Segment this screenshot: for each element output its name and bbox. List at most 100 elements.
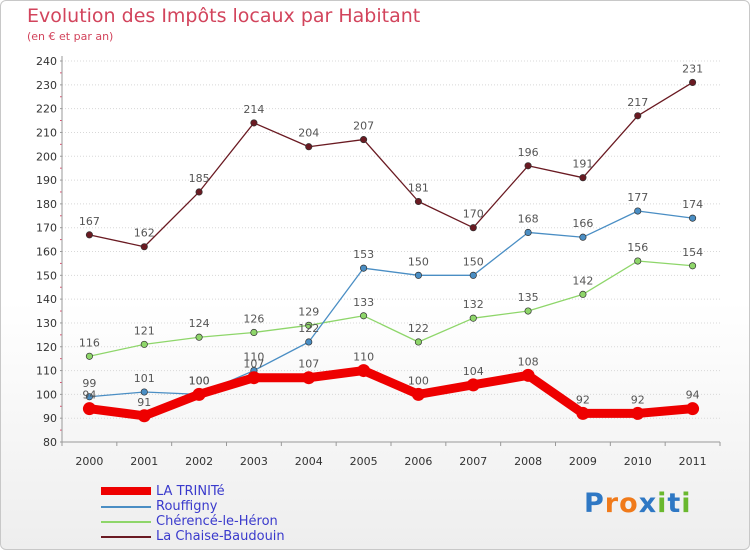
data-label: 207: [353, 120, 374, 133]
y-tick-label: 110: [36, 365, 57, 378]
data-label: 92: [576, 393, 590, 406]
y-tick-label: 130: [36, 317, 57, 330]
data-label: 99: [82, 377, 96, 390]
y-tick-label: 140: [36, 293, 57, 306]
data-label: 168: [518, 212, 539, 225]
legend-label: La Chaise-Baudouin: [156, 529, 285, 544]
data-point: [469, 314, 477, 322]
legend-item-la-chaise-baudouin: La Chaise-Baudouin: [101, 529, 361, 544]
data-point: [521, 368, 535, 382]
y-tick-label: 90: [43, 412, 57, 425]
legend-swatch: [101, 506, 151, 508]
data-label: 196: [518, 146, 539, 159]
logo-letter: o: [619, 488, 639, 519]
data-label: 129: [298, 305, 319, 318]
y-tick-label: 180: [36, 198, 57, 211]
data-point: [140, 340, 148, 348]
data-label: 177: [627, 191, 648, 204]
data-point: [579, 233, 587, 241]
data-label: 191: [572, 158, 593, 171]
data-point: [85, 231, 93, 239]
x-tick-label: 2004: [295, 455, 323, 468]
data-label: 100: [189, 374, 210, 387]
proxiti-logo: Proxiti: [584, 488, 692, 519]
data-point: [360, 312, 368, 320]
data-point: [360, 136, 368, 144]
data-point: [576, 406, 590, 420]
data-label: 107: [243, 358, 264, 371]
data-point: [305, 338, 313, 346]
data-labels: 167 162 185 214 204 207 181 170 196 191 217 231 116 1…: [79, 62, 703, 408]
y-tick-label: 190: [36, 174, 57, 187]
data-point: [140, 243, 148, 251]
data-label: 92: [631, 393, 645, 406]
legend-item-cherence-le-heron: Chérencé-le-Héron: [101, 514, 361, 529]
data-label: 162: [134, 227, 155, 240]
data-point: [524, 228, 532, 237]
y-tick-label: 240: [36, 55, 57, 68]
data-label: 126: [243, 312, 264, 325]
legend-swatch: [101, 536, 151, 538]
data-label: 133: [353, 296, 374, 309]
series-line: [88, 81, 694, 248]
data-point: [466, 378, 480, 392]
y-tick-label: 230: [36, 79, 57, 92]
chart-subtitle: (en € et par an): [27, 30, 114, 43]
data-point: [140, 388, 148, 396]
series-line: [84, 366, 698, 421]
data-point: [634, 207, 642, 215]
data-point: [195, 188, 203, 196]
data-label: 166: [572, 217, 593, 230]
x-tick-label: 2001: [130, 455, 158, 468]
data-point: [414, 338, 422, 346]
y-tick-label: 200: [36, 150, 57, 163]
data-point: [247, 371, 261, 385]
data-label: 156: [627, 241, 648, 254]
data-label: 110: [243, 351, 264, 364]
data-label: 174: [682, 198, 703, 211]
data-point: [250, 328, 258, 337]
data-point: [82, 402, 96, 416]
x-tick-label: 2011: [679, 455, 707, 468]
y-tick-label: 120: [36, 341, 57, 354]
legend-item-rouffigny: Rouffigny: [101, 499, 361, 514]
data-label: 94: [686, 389, 700, 402]
data-point: [631, 406, 645, 420]
data-label: 142: [572, 274, 593, 287]
data-point: [524, 307, 532, 315]
data-point: [414, 271, 422, 279]
data-label: 150: [463, 255, 484, 268]
data-label: 107: [298, 358, 319, 371]
chart-title: Evolution des Impôts locaux par Habitant: [27, 5, 421, 27]
x-tick-label: 2002: [185, 455, 213, 468]
legend-label: Chérencé-le-Héron: [156, 514, 278, 529]
legend-swatch: [101, 521, 151, 523]
y-tick-label: 80: [43, 436, 57, 449]
logo-letter: i: [681, 488, 692, 519]
data-point: [137, 409, 151, 423]
data-label: 154: [682, 246, 703, 259]
y-tick-label: 220: [36, 103, 57, 116]
legend: LA TRINITé Rouffigny Chérencé-le-Héron L…: [101, 484, 361, 544]
series-line: [88, 210, 694, 398]
axes: 8090100110120130140150160170180190200210…: [36, 55, 721, 468]
legend-swatch: [101, 487, 151, 495]
data-point: [414, 197, 422, 206]
data-label: 150: [408, 255, 429, 268]
y-tick-label: 170: [36, 222, 57, 235]
data-label: 231: [682, 62, 703, 75]
data-point: [469, 224, 477, 232]
data-label: 101: [134, 372, 155, 385]
series-line: [88, 260, 694, 357]
data-label: 122: [408, 322, 429, 335]
legend-item-la-trinite: LA TRINITé: [101, 484, 361, 499]
legend-label: Rouffigny: [156, 499, 218, 514]
y-tick-label: 100: [36, 388, 57, 401]
data-point: [579, 290, 587, 298]
data-point: [305, 143, 313, 151]
data-label: 181: [408, 181, 429, 194]
data-point: [686, 402, 700, 416]
x-tick-label: 2005: [350, 455, 378, 468]
